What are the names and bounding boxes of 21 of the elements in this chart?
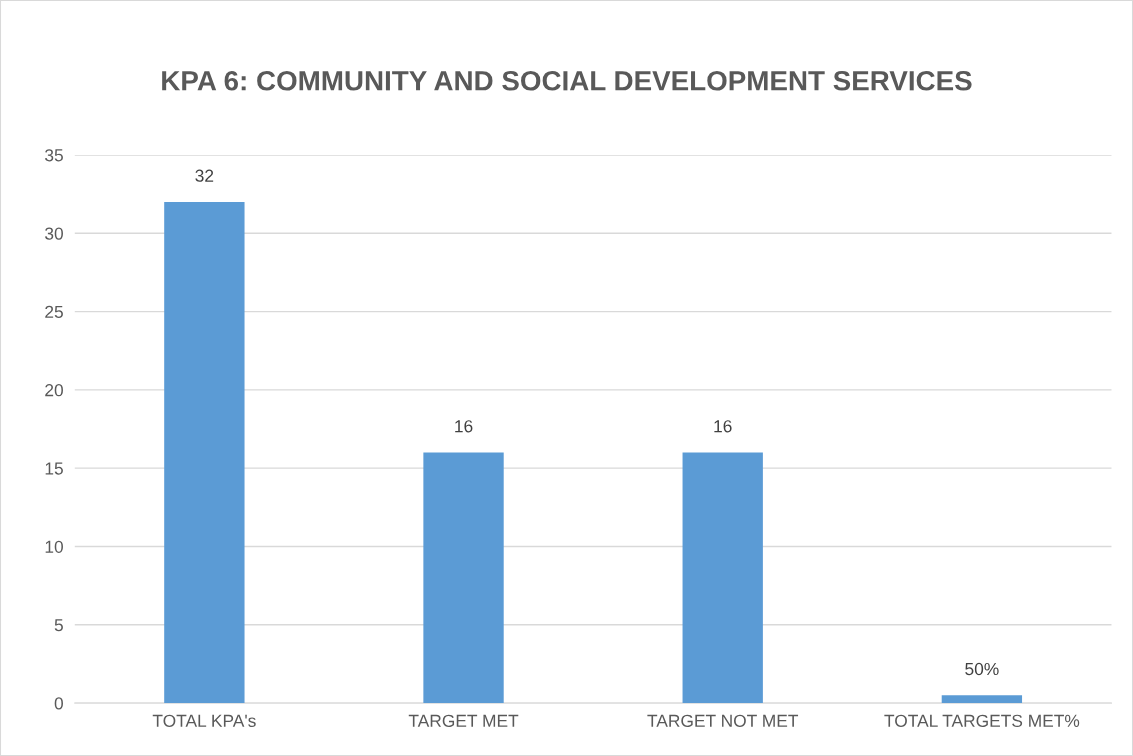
data-label: 16 <box>455 420 473 433</box>
y-tick-label: 35 <box>45 149 63 162</box>
y-tick-label: 5 <box>54 619 63 632</box>
y-tick-label: 25 <box>45 305 63 319</box>
data-label: 16 <box>714 420 732 433</box>
bar <box>423 452 504 704</box>
y-tick-label: 20 <box>45 384 63 397</box>
bar <box>941 695 1023 704</box>
chart-title: KPA 6: COMMUNITY AND SOCIAL DEVELOPMENT SERVICES <box>162 70 972 91</box>
y-tick-label: 0 <box>54 697 63 710</box>
bar <box>682 452 763 704</box>
y-tick-label: 10 <box>45 540 63 553</box>
y-tick-label: 30 <box>45 227 63 240</box>
bar <box>164 201 245 704</box>
data-label: 32 <box>195 169 214 182</box>
data-label: 50% <box>965 662 999 676</box>
x-tick-label: TOTAL KPA's <box>152 714 256 727</box>
y-tick-label: 15 <box>45 462 63 475</box>
x-tick-label: TOTAL TARGETS MET% <box>884 714 1080 727</box>
x-tick-label: TARGET MET <box>408 714 519 727</box>
x-tick-label: TARGET NOT MET <box>647 714 799 727</box>
